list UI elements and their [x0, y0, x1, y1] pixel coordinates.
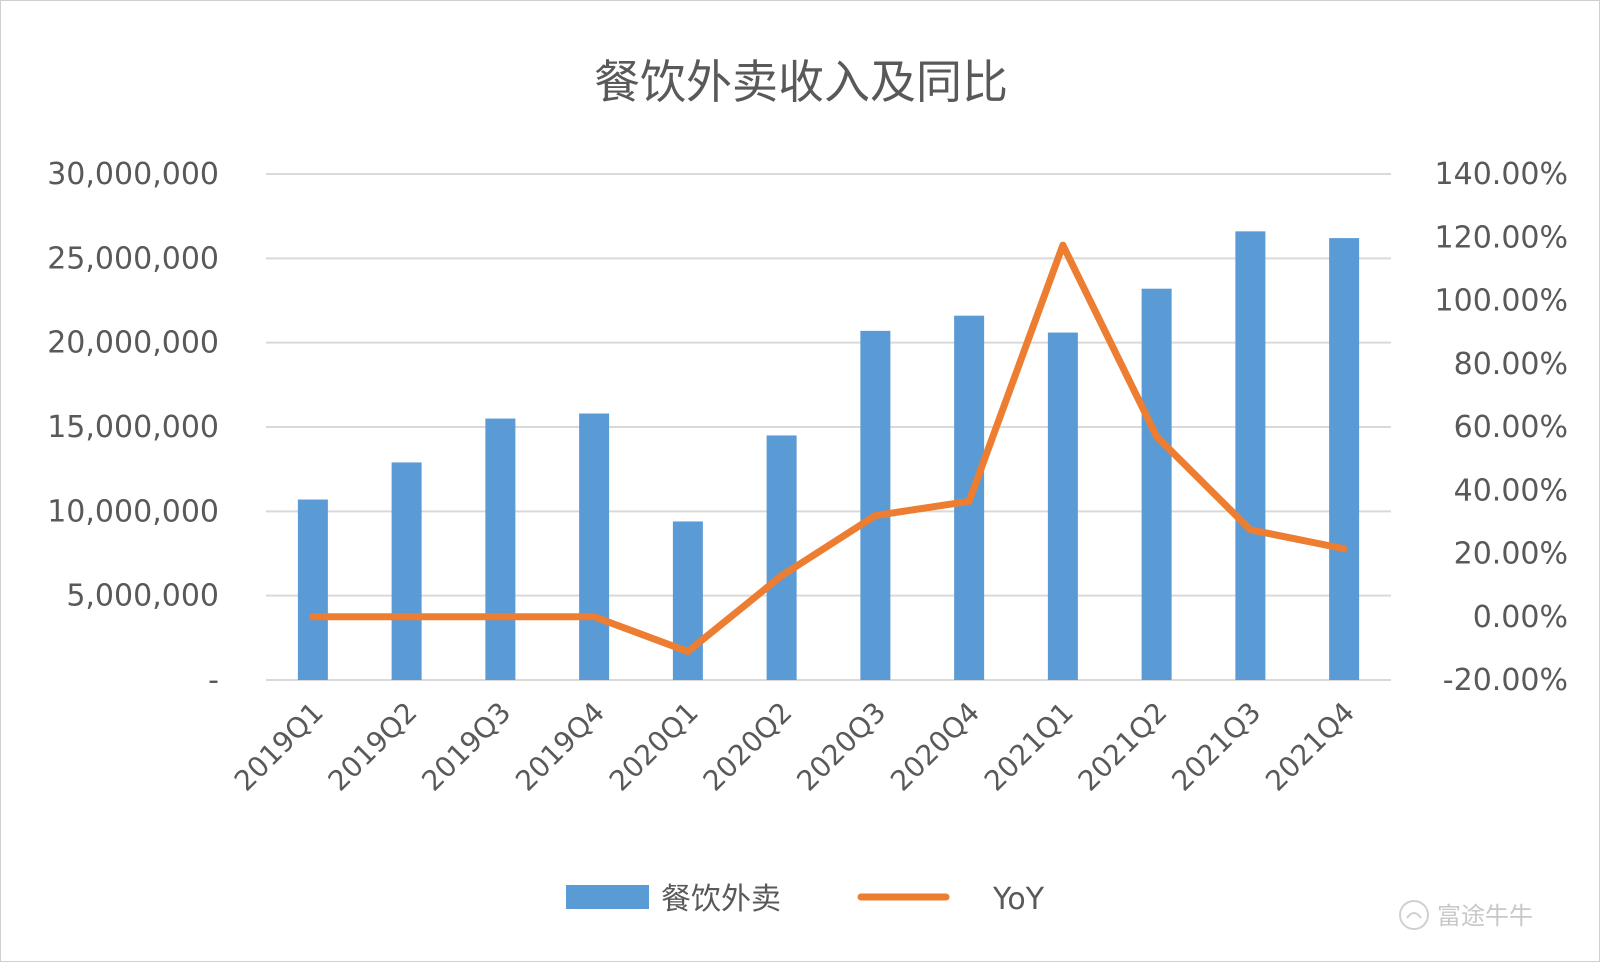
legend-swatch-bar [566, 885, 649, 909]
line-point [968, 500, 971, 503]
y-left-tick-label: 20,000,000 [47, 326, 219, 361]
bar [391, 462, 422, 680]
y-left-tick-label: 15,000,000 [47, 410, 219, 445]
line-point [1249, 528, 1252, 531]
x-tick-label: 2019Q2 [322, 696, 424, 798]
x-tick-label: 2021Q3 [1165, 696, 1267, 798]
bar [1047, 332, 1078, 680]
bar [297, 499, 328, 680]
legend: 餐饮外卖 YoY [566, 882, 1045, 917]
bar [860, 330, 891, 680]
legend-label-line: YoY [992, 882, 1045, 917]
gridlines [266, 173, 1391, 681]
bar [766, 435, 797, 680]
x-axis: 2019Q12019Q22019Q32019Q42020Q12020Q22020… [228, 696, 1361, 798]
y-right-tick-label: 0.00% [1473, 600, 1568, 635]
bar [672, 521, 703, 680]
yoy-line [309, 241, 1348, 656]
x-tick-label: 2020Q3 [790, 696, 892, 798]
y-right-tick-label: 140.00% [1435, 157, 1568, 192]
y-left-tick-label: 5,000,000 [66, 579, 219, 614]
line-point [499, 615, 502, 618]
y-axis-right: -20.00% 0.00% 20.00% 40.00% 60.00% 80.00% 100.… [1435, 157, 1568, 698]
x-tick-label: 2021Q2 [1072, 696, 1174, 798]
y-right-tick-label: 20.00% [1454, 537, 1568, 572]
chart-title: 餐饮外卖收入及同比 [594, 55, 1008, 109]
bar [1329, 238, 1360, 681]
x-tick-label: 2020Q1 [603, 696, 705, 798]
y-axis-left: - 5,000,000 10,000,000 15,000,000 20,000,000… [47, 157, 219, 698]
futu-logo-icon [1399, 900, 1429, 930]
line-point [593, 615, 596, 618]
y-right-tick-label: 60.00% [1454, 410, 1568, 445]
legend-label-bar: 餐饮外卖 [661, 882, 781, 917]
line-point [874, 514, 877, 517]
x-tick-label: 2020Q2 [697, 696, 799, 798]
line-series [309, 241, 1348, 656]
y-left-tick-label: - [208, 663, 219, 698]
x-tick-label: 2019Q1 [228, 696, 330, 798]
y-right-tick-label: 80.00% [1454, 347, 1568, 382]
watermark: 富途牛牛 [1399, 900, 1533, 930]
line-point [311, 615, 314, 618]
line-point [686, 650, 689, 653]
line-point [1155, 435, 1158, 438]
bar [1235, 231, 1266, 680]
y-right-tick-label: -20.00% [1443, 663, 1568, 698]
bar [485, 418, 516, 680]
x-tick-label: 2021Q1 [978, 696, 1080, 798]
line-point [405, 615, 408, 618]
x-tick-label: 2021Q4 [1259, 696, 1361, 798]
y-left-tick-label: 30,000,000 [47, 157, 219, 192]
y-right-tick-label: 120.00% [1435, 220, 1568, 255]
x-tick-label: 2020Q4 [884, 696, 986, 798]
watermark-text: 富途牛牛 [1437, 902, 1533, 930]
x-tick-label: 2019Q4 [509, 696, 611, 798]
bar-series [297, 231, 1360, 681]
y-left-tick-label: 25,000,000 [47, 241, 219, 276]
y-left-tick-label: 10,000,000 [47, 494, 219, 529]
y-right-tick-label: 100.00% [1435, 284, 1568, 319]
bar [1141, 288, 1172, 680]
bar [579, 413, 610, 680]
line-point [1061, 244, 1064, 247]
x-tick-label: 2019Q3 [415, 696, 517, 798]
line-point [1343, 547, 1346, 550]
line-point [780, 574, 783, 577]
y-right-tick-label: 40.00% [1454, 473, 1568, 508]
